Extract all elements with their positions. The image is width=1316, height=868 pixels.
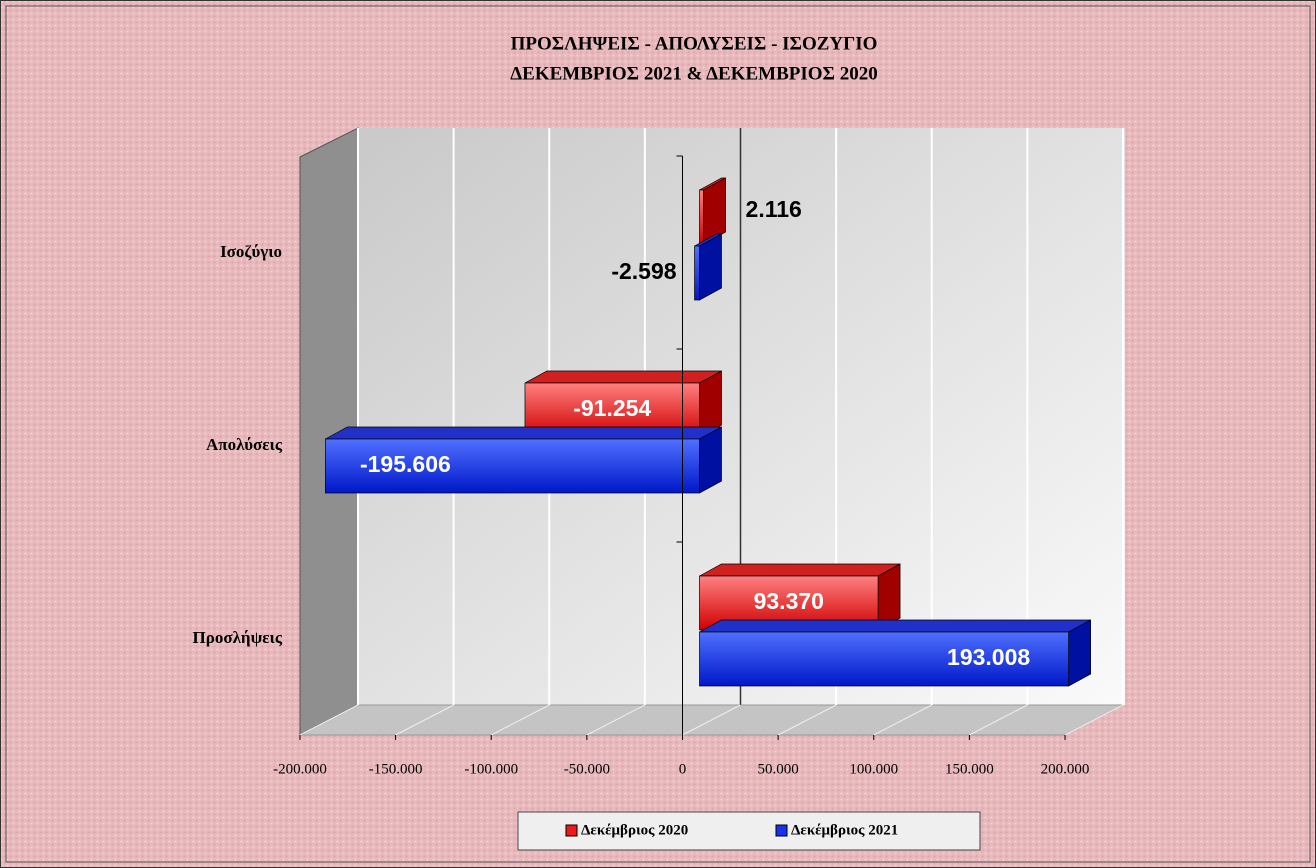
- data-label: -2.598: [611, 258, 676, 284]
- x-tick-label: -200.000: [273, 761, 327, 777]
- x-tick-label: -150.000: [369, 761, 423, 777]
- floor-grid-line: [969, 704, 1028, 736]
- bar: [699, 177, 726, 245]
- x-tick-label: 200.000: [1041, 761, 1090, 777]
- floor-grid-line: [491, 704, 550, 736]
- bar-top: [325, 426, 722, 440]
- y-tick-label: Ισοζύγιο: [220, 242, 282, 261]
- floor-grid-line: [1064, 704, 1124, 736]
- bar-top: [699, 563, 901, 577]
- bar-side: [703, 177, 726, 245]
- x-tick-label: 0: [679, 761, 687, 777]
- floor-grid-line: [299, 704, 359, 736]
- data-label: 2.116: [746, 196, 802, 222]
- bar: [694, 233, 722, 301]
- legend: [517, 811, 981, 851]
- data-label: 93.370: [754, 588, 824, 614]
- bar: [325, 426, 722, 494]
- floor-grid-line: [395, 704, 454, 736]
- bar-front: [699, 631, 1069, 687]
- bar-top: [524, 370, 722, 384]
- floor-grid-line: [873, 704, 932, 736]
- y-tick-label: Απολύσεις: [206, 435, 283, 454]
- bar-top: [699, 619, 1091, 633]
- legend-swatch: [565, 824, 578, 837]
- legend-label: Δεκέμβριος 2021: [791, 822, 898, 838]
- x-tick-label: 150.000: [945, 761, 994, 777]
- bar: [699, 619, 1091, 687]
- bar-front: [325, 438, 700, 494]
- x-tick-label: 100.000: [849, 761, 898, 777]
- bar-side: [1068, 619, 1091, 687]
- legend-swatch: [775, 824, 788, 837]
- x-tick-label: -50.000: [564, 761, 610, 777]
- bar-side: [699, 426, 722, 494]
- floor-grid-line: [586, 704, 646, 736]
- frame: [5, 5, 1311, 863]
- data-label: -195.606: [360, 451, 451, 477]
- chart-subtitle: ΔΕΚΕΜΒΡΙΟΣ 2021 & ΔΕΚΕΜΒΡΙΟΣ 2020: [510, 63, 877, 84]
- floor-grid-line: [682, 704, 741, 736]
- x-tick-label: -100.000: [464, 761, 518, 777]
- data-label: -91.254: [573, 395, 651, 421]
- floor-grid-line: [777, 704, 837, 736]
- x-tick-label: 50.000: [758, 761, 799, 777]
- legend-label: Δεκέμβριος 2020: [581, 822, 688, 838]
- bar-side: [699, 233, 722, 301]
- bar-front: [699, 189, 704, 245]
- chart-title: ΠΡΟΣΛΗΨΕΙΣ - ΑΠΟΛΥΣΕΙΣ - ΙΣΟΖΥΓΙΟ: [511, 33, 878, 54]
- y-tick-label: Προσλήψεις: [193, 628, 283, 647]
- data-label: 193.008: [947, 644, 1030, 670]
- bar-front: [694, 245, 700, 301]
